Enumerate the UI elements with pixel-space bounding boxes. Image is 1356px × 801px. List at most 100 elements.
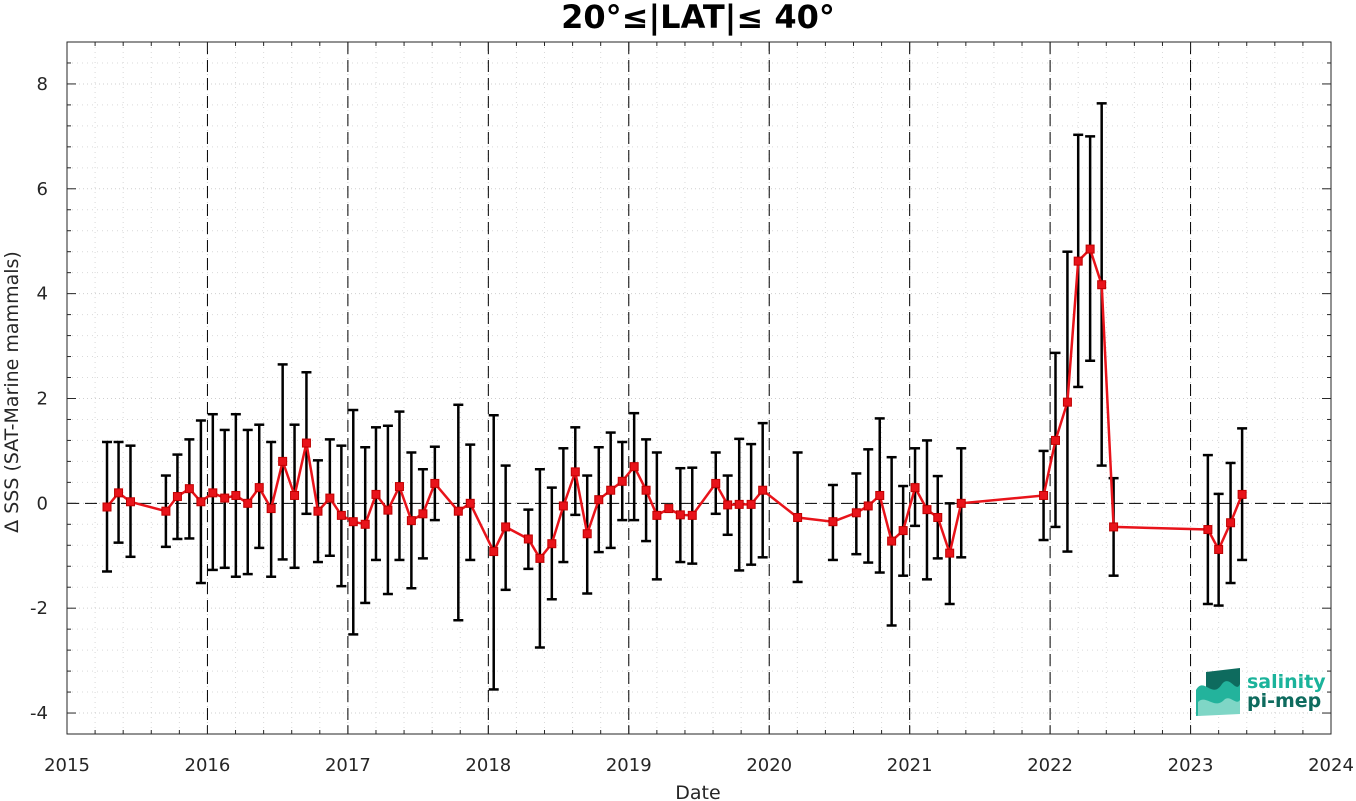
data-marker bbox=[184, 484, 194, 494]
data-marker bbox=[746, 499, 756, 509]
x-tick-label: 2024 bbox=[1308, 755, 1354, 776]
wave-graphic-icon bbox=[1196, 668, 1240, 716]
data-marker bbox=[254, 483, 264, 493]
data-marker bbox=[1097, 280, 1107, 290]
data-marker bbox=[371, 489, 381, 499]
data-marker bbox=[956, 498, 966, 508]
y-tick-label: -2 bbox=[30, 598, 48, 619]
data-marker bbox=[430, 478, 440, 488]
data-marker bbox=[301, 438, 311, 448]
data-marker bbox=[1109, 522, 1119, 532]
data-marker bbox=[336, 510, 346, 520]
data-marker bbox=[243, 498, 253, 508]
y-axis-label: Δ SSS (SAT-Marine mammals) bbox=[1, 251, 23, 533]
x-tick-label: 2015 bbox=[44, 755, 90, 776]
data-marker bbox=[231, 490, 241, 500]
y-tick-label: 0 bbox=[37, 493, 48, 514]
data-marker bbox=[1062, 397, 1072, 407]
x-tick-label: 2022 bbox=[1027, 755, 1073, 776]
data-marker bbox=[617, 476, 627, 486]
x-tick-labels: 2015 2016 2017 2018 2019 2020 2021 2022 2023 2024 bbox=[44, 755, 1354, 776]
y-tick-label: 6 bbox=[37, 179, 48, 200]
data-marker bbox=[863, 501, 873, 511]
y-tick-labels: -4 -2 0 2 4 6 8 bbox=[30, 74, 48, 724]
data-marker bbox=[629, 462, 639, 472]
data-marker bbox=[418, 509, 428, 519]
data-marker bbox=[758, 485, 768, 495]
y-tick-label: 2 bbox=[37, 388, 48, 409]
data-marker bbox=[875, 490, 885, 500]
data-marker bbox=[489, 547, 499, 557]
data-marker bbox=[453, 506, 463, 516]
data-marker bbox=[687, 510, 697, 520]
x-tick-label: 2023 bbox=[1168, 755, 1214, 776]
data-marker bbox=[1237, 489, 1247, 499]
data-marker bbox=[723, 500, 733, 510]
data-marker bbox=[406, 516, 416, 526]
major-grid bbox=[66, 42, 1332, 734]
data-marker bbox=[523, 534, 533, 544]
y-tick-label: 8 bbox=[37, 74, 48, 95]
data-marker bbox=[945, 548, 955, 558]
data-marker bbox=[641, 485, 651, 495]
data-marker bbox=[196, 497, 206, 507]
data-marker bbox=[606, 485, 616, 495]
data-marker bbox=[547, 539, 557, 549]
minor-grid bbox=[67, 42, 1331, 734]
data-marker bbox=[664, 504, 674, 514]
y-tick-label: 4 bbox=[37, 284, 48, 305]
data-marker bbox=[535, 553, 545, 563]
error-bars bbox=[102, 102, 1248, 691]
data-marker bbox=[383, 505, 393, 515]
data-marker bbox=[360, 519, 370, 529]
data-marker bbox=[828, 517, 838, 527]
salinity-pi-mep-logo: salinity pi-mep bbox=[1196, 668, 1326, 716]
data-marker bbox=[348, 517, 358, 527]
data-marker bbox=[220, 493, 230, 503]
x-tick-label: 2017 bbox=[325, 755, 371, 776]
data-marker bbox=[278, 456, 288, 466]
data-marker bbox=[711, 478, 721, 488]
x-tick-label: 2018 bbox=[465, 755, 511, 776]
data-marker bbox=[125, 497, 135, 507]
data-marker bbox=[933, 512, 943, 522]
data-marker bbox=[290, 490, 300, 500]
data-marker bbox=[1050, 435, 1060, 445]
data-marker bbox=[172, 492, 182, 502]
data-marker bbox=[570, 467, 580, 477]
data-marker bbox=[1085, 244, 1095, 254]
chart-title: 20°≤|LAT|≤ 40° bbox=[561, 0, 835, 37]
data-marker bbox=[501, 522, 511, 532]
data-marker bbox=[898, 526, 908, 536]
data-marker bbox=[910, 483, 920, 493]
x-tick-label: 2020 bbox=[746, 755, 792, 776]
data-markers bbox=[102, 244, 1247, 563]
axis-ticks bbox=[66, 42, 1332, 734]
data-marker bbox=[313, 506, 323, 516]
year-boundary-lines bbox=[206, 42, 1192, 734]
data-marker bbox=[582, 529, 592, 539]
data-marker bbox=[887, 536, 897, 546]
x-tick-label: 2021 bbox=[887, 755, 933, 776]
series-line bbox=[106, 246, 1244, 561]
data-marker bbox=[652, 510, 662, 520]
data-marker bbox=[851, 508, 861, 518]
logo-text-line2: pi-mep bbox=[1247, 690, 1321, 712]
data-marker bbox=[1073, 256, 1083, 266]
data-marker bbox=[793, 512, 803, 522]
data-marker bbox=[922, 505, 932, 515]
data-marker bbox=[594, 495, 604, 505]
data-marker bbox=[325, 493, 335, 503]
data-marker bbox=[734, 499, 744, 509]
data-marker bbox=[675, 510, 685, 520]
data-marker bbox=[102, 502, 112, 512]
data-marker bbox=[558, 501, 568, 511]
data-marker bbox=[1203, 525, 1213, 535]
data-marker bbox=[1214, 544, 1224, 554]
data-marker bbox=[114, 488, 124, 498]
y-tick-label: -4 bbox=[30, 703, 48, 724]
data-marker bbox=[394, 482, 404, 492]
data-marker bbox=[1039, 490, 1049, 500]
x-tick-label: 2019 bbox=[606, 755, 652, 776]
